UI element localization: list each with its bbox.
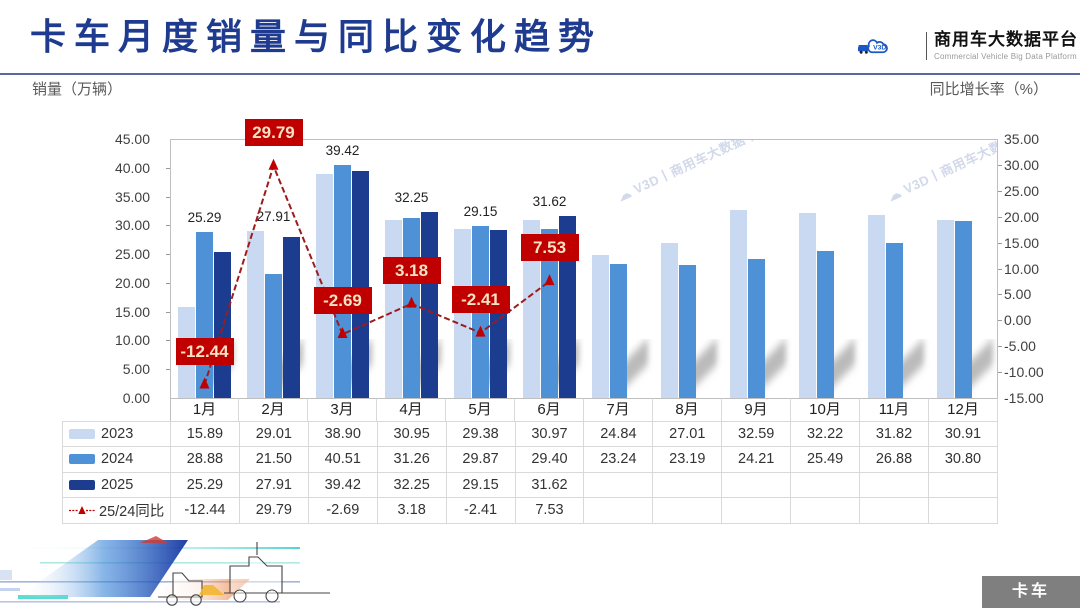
svg-text:V3D: V3D (873, 44, 886, 51)
